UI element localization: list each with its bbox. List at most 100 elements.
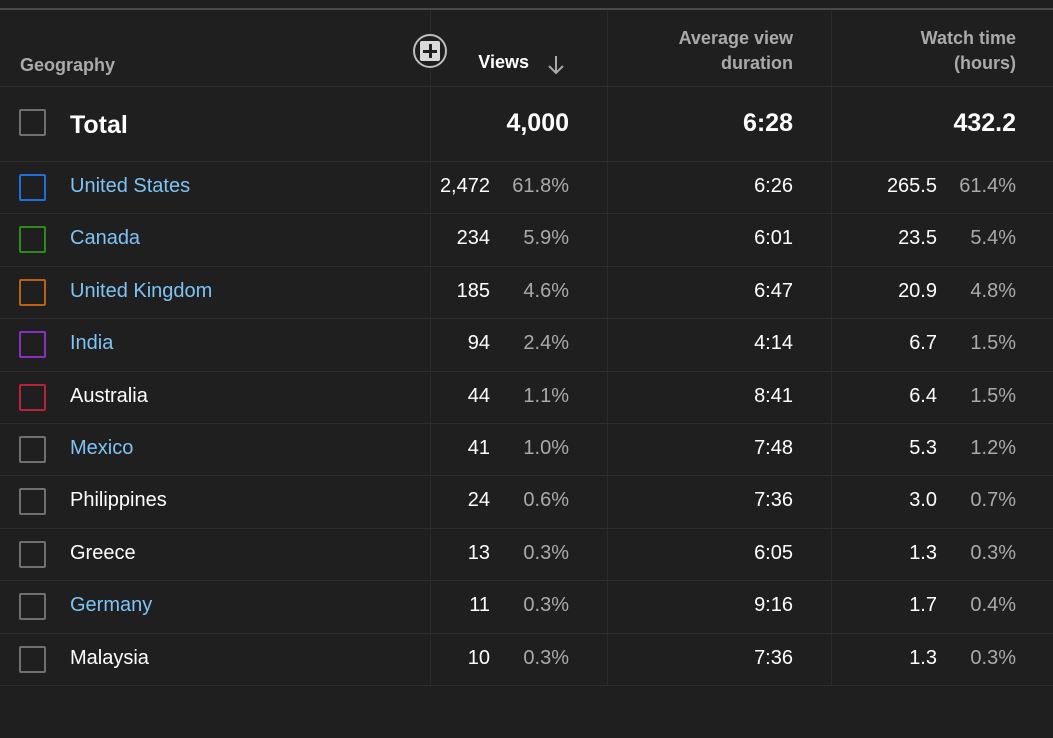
views-value: 24 — [467, 489, 490, 512]
views-percent: 4.6% — [523, 279, 569, 302]
table-row: India 94 2.4% 4:14 6.7 1.5% — [0, 319, 1053, 372]
total-label: Total — [70, 111, 128, 139]
watch-time-value: 1.3 — [909, 541, 937, 564]
avg-view-duration-value: 7:48 — [754, 436, 793, 459]
watch-time-value: 20.9 — [898, 279, 937, 302]
row-checkbox[interactable] — [19, 383, 46, 411]
wt-header-line1: Watch time — [920, 28, 1016, 48]
watch-time-value: 6.7 — [909, 332, 937, 355]
row-checkbox[interactable] — [19, 226, 46, 254]
country-name: Greece — [70, 541, 136, 564]
avd-header-line1: Average view — [678, 28, 793, 48]
views-value: 185 — [456, 279, 490, 302]
country-name[interactable]: United States — [70, 175, 191, 197]
row-checkbox[interactable] — [19, 593, 46, 621]
row-checkbox[interactable] — [19, 488, 46, 516]
watch-time-value: 265.5 — [886, 175, 937, 197]
watch-time-percent: 5.4% — [970, 227, 1016, 250]
views-percent: 1.0% — [523, 436, 569, 459]
arrow-down-icon[interactable] — [546, 54, 566, 76]
views-value: 94 — [467, 332, 490, 355]
avg-view-duration-value: 9:16 — [754, 594, 793, 617]
table-row: United Kingdom 185 4.6% 6:47 20.9 4.8% — [0, 267, 1053, 320]
views-value: 11 — [469, 594, 490, 617]
country-name: Philippines — [70, 489, 167, 512]
avg-view-duration-value: 7:36 — [754, 646, 793, 669]
views-percent: 0.3% — [523, 646, 569, 669]
views-percent: 0.6% — [523, 489, 569, 512]
views-value: 2,472 — [439, 175, 490, 197]
watch-time-percent: 1.5% — [970, 332, 1016, 355]
country-name[interactable]: India — [70, 332, 114, 355]
row-checkbox[interactable] — [19, 278, 46, 306]
top-divider — [0, 8, 1053, 10]
country-name: Australia — [70, 384, 148, 407]
avg-view-duration-value: 6:47 — [754, 279, 793, 302]
avd-header-line2: duration — [721, 53, 793, 73]
country-name: Malaysia — [70, 646, 149, 669]
column-divider — [430, 10, 431, 686]
views-value: 234 — [456, 227, 490, 250]
total-checkbox[interactable] — [19, 109, 46, 136]
table-row: Malaysia 10 0.3% 7:36 1.3 0.3% — [0, 634, 1053, 686]
avg-view-duration-column-header[interactable]: Average view duration — [607, 26, 831, 76]
views-percent: 0.3% — [523, 594, 569, 617]
table-row: United States 2,472 61.8% 6:26 265.5 61.… — [0, 162, 1053, 215]
watch-time-value: 1.3 — [909, 646, 937, 669]
views-column-header[interactable]: Views — [430, 10, 607, 87]
column-divider — [831, 10, 832, 686]
views-header-label: Views — [478, 52, 529, 72]
watch-time-value: 23.5 — [898, 227, 937, 250]
watch-time-value: 5.3 — [909, 436, 937, 459]
views-percent: 5.9% — [523, 227, 569, 250]
views-percent: 0.3% — [523, 541, 569, 564]
watch-time-value: 6.4 — [909, 384, 937, 407]
watch-time-percent: 1.5% — [970, 384, 1016, 407]
avg-view-duration-value: 4:14 — [754, 332, 793, 355]
plus-box-icon — [420, 41, 440, 61]
views-percent: 61.8% — [512, 175, 569, 197]
watch-time-value: 1.7 — [909, 594, 937, 617]
total-watch-time: 432.2 — [953, 109, 1016, 137]
country-name[interactable]: United Kingdom — [70, 279, 213, 302]
table-row: Germany 11 0.3% 9:16 1.7 0.4% — [0, 581, 1053, 634]
avg-view-duration-value: 8:41 — [754, 384, 793, 407]
table-row: Canada 234 5.9% 6:01 23.5 5.4% — [0, 214, 1053, 267]
watch-time-percent: 0.3% — [970, 646, 1016, 669]
country-name[interactable]: Canada — [70, 227, 141, 250]
views-value: 41 — [467, 436, 490, 459]
total-row: Total 4,000 6:28 432.2 — [0, 87, 1053, 162]
views-percent: 1.1% — [523, 384, 569, 407]
add-column-button[interactable] — [413, 34, 447, 68]
row-checkbox[interactable] — [19, 540, 46, 568]
row-checkbox[interactable] — [19, 435, 46, 463]
country-name[interactable]: Mexico — [70, 436, 134, 459]
views-value: 13 — [467, 541, 490, 564]
avg-view-duration-value: 7:36 — [754, 489, 793, 512]
table-row: Greece 13 0.3% 6:05 1.3 0.3% — [0, 529, 1053, 582]
country-name[interactable]: Germany — [70, 594, 153, 617]
views-percent: 2.4% — [523, 332, 569, 355]
row-checkbox[interactable] — [19, 174, 46, 201]
watch-time-percent: 4.8% — [970, 279, 1016, 302]
geography-table: Geography Views Average view duration Wa… — [0, 10, 1053, 686]
watch-time-percent: 0.7% — [970, 489, 1016, 512]
geography-column-header[interactable]: Geography — [20, 55, 116, 75]
watch-time-percent: 0.3% — [970, 541, 1016, 564]
avg-view-duration-value: 6:26 — [754, 175, 793, 197]
avg-view-duration-value: 6:05 — [754, 541, 793, 564]
views-value: 44 — [467, 384, 490, 407]
views-value: 10 — [467, 646, 490, 669]
watch-time-percent: 61.4% — [959, 175, 1016, 197]
watch-time-column-header[interactable]: Watch time (hours) — [831, 26, 1053, 76]
table-header: Geography Views Average view duration Wa… — [0, 10, 1053, 87]
table-row: Philippines 24 0.6% 7:36 3.0 0.7% — [0, 476, 1053, 529]
watch-time-percent: 0.4% — [970, 594, 1016, 617]
watch-time-percent: 1.2% — [970, 436, 1016, 459]
column-divider — [607, 10, 608, 686]
row-checkbox[interactable] — [19, 331, 46, 359]
watch-time-value: 3.0 — [909, 489, 937, 512]
total-avg-view-duration: 6:28 — [742, 109, 793, 137]
wt-header-line2: (hours) — [954, 53, 1016, 73]
row-checkbox[interactable] — [19, 645, 46, 673]
